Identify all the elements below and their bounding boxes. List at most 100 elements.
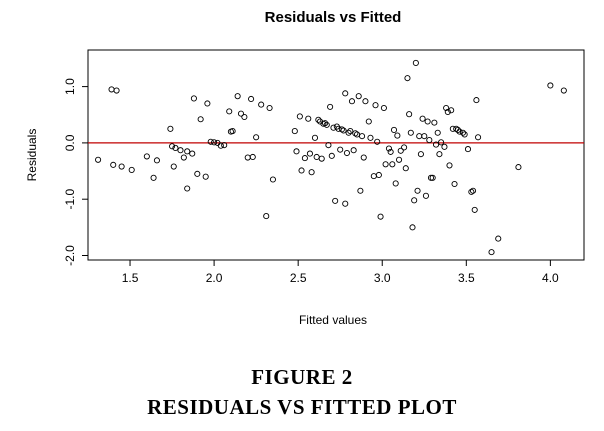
data-point <box>488 249 495 256</box>
data-point <box>367 134 374 141</box>
data-point <box>340 127 347 134</box>
data-point <box>311 134 319 141</box>
y-axis: -2.0 -1.0 0.0 1.0 <box>63 78 88 266</box>
data-point <box>327 103 334 110</box>
data-point <box>110 161 117 168</box>
data-point <box>359 133 366 140</box>
data-point <box>515 164 522 171</box>
data-point <box>248 95 255 103</box>
data-point <box>411 197 418 204</box>
data-point <box>475 134 482 141</box>
data-point <box>422 192 430 199</box>
data-point <box>338 126 345 133</box>
x-tick-label: 2.5 <box>290 271 307 285</box>
data-point <box>377 213 384 220</box>
data-point <box>409 224 416 231</box>
data-point <box>217 142 224 149</box>
data-point <box>454 126 461 133</box>
data-point <box>263 213 270 220</box>
data-point <box>95 156 102 163</box>
x-tick-label: 3.5 <box>458 271 475 285</box>
data-point <box>249 153 256 161</box>
data-point <box>446 162 453 169</box>
data-point <box>128 166 135 173</box>
data-point <box>315 116 322 123</box>
data-point <box>229 128 236 135</box>
data-point <box>325 142 332 149</box>
data-point <box>365 118 372 125</box>
data-point <box>207 138 214 145</box>
data-point <box>414 187 421 194</box>
data-point <box>385 145 393 152</box>
x-axis-label: Fitted values <box>299 313 367 327</box>
data-point <box>456 128 463 135</box>
data-point <box>189 150 196 157</box>
data-point <box>355 93 362 100</box>
y-tick-label: 0.0 <box>63 134 77 151</box>
y-tick-label: -2.0 <box>63 245 77 266</box>
data-point <box>301 155 308 162</box>
data-point <box>244 154 251 161</box>
data-point <box>350 147 357 154</box>
data-point <box>362 98 369 105</box>
data-point <box>547 82 554 89</box>
x-axis: 1.5 2.0 2.5 3.0 3.5 4.0 <box>122 260 559 285</box>
data-point <box>241 113 248 121</box>
data-point <box>389 161 396 168</box>
data-point <box>153 157 160 164</box>
data-point <box>293 148 300 155</box>
data-point <box>401 144 408 151</box>
figure-number: FIGURE 2 <box>251 365 353 389</box>
data-point <box>343 149 350 157</box>
data-point <box>296 113 303 120</box>
data-point <box>237 110 245 117</box>
data-point <box>429 174 436 181</box>
data-point <box>266 104 273 112</box>
data-point <box>332 197 339 204</box>
data-point <box>347 128 354 135</box>
data-point <box>404 75 411 82</box>
data-point <box>169 143 176 150</box>
data-point <box>375 171 382 179</box>
x-tick-label: 4.0 <box>542 271 559 285</box>
x-tick-label: 3.0 <box>374 271 391 285</box>
data-point <box>330 124 337 131</box>
data-point <box>416 133 423 140</box>
data-point <box>360 154 367 161</box>
data-point <box>473 97 480 104</box>
y-tick-label: 1.0 <box>63 78 77 95</box>
data-point <box>305 115 312 122</box>
x-tick-label: 1.5 <box>122 271 139 285</box>
data-point <box>337 146 344 153</box>
data-point <box>441 143 448 150</box>
data-point <box>560 87 567 94</box>
data-point <box>448 107 455 114</box>
data-point <box>150 174 157 181</box>
data-point <box>397 147 404 154</box>
data-point <box>407 129 414 136</box>
y-axis-label: Residuals <box>25 129 39 182</box>
data-point <box>436 151 443 158</box>
data-point <box>392 180 399 187</box>
data-point <box>269 176 276 183</box>
data-point <box>113 87 120 94</box>
data-point <box>426 137 433 144</box>
data-point <box>459 129 466 136</box>
data-point <box>342 200 349 207</box>
data-point <box>170 163 177 170</box>
data-point <box>313 153 320 161</box>
data-point <box>444 108 451 115</box>
residual-points <box>95 59 567 256</box>
data-point <box>387 148 394 155</box>
data-point <box>461 131 468 138</box>
data-point <box>184 148 191 155</box>
data-point <box>308 169 315 176</box>
data-point <box>382 161 389 168</box>
data-point <box>417 151 424 158</box>
data-point <box>211 139 218 146</box>
data-point <box>118 163 125 170</box>
data-point <box>202 173 209 180</box>
data-point <box>464 146 472 153</box>
data-point <box>342 90 349 97</box>
data-point <box>328 152 335 159</box>
